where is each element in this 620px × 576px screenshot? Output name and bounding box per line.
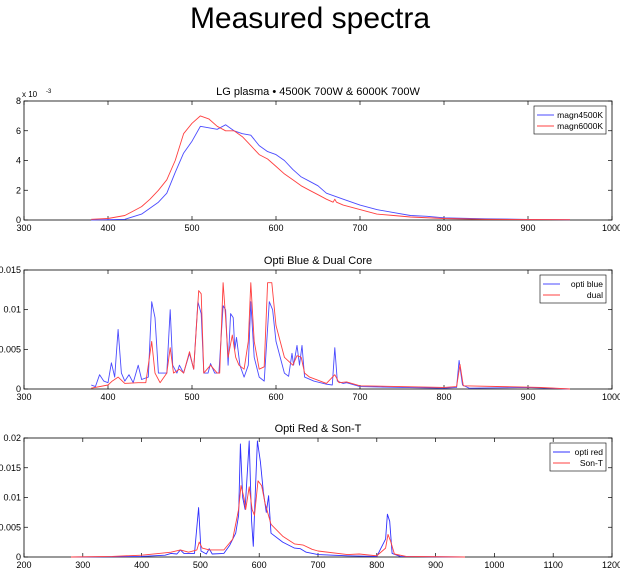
y-tick-label: 0.005 [0, 522, 21, 532]
x-tick-label: 400 [134, 560, 149, 570]
legend-label: magn6000K [557, 121, 603, 131]
legend-label: Son-T [580, 458, 603, 468]
x-tick-label: 200 [16, 560, 31, 570]
legend-box [539, 274, 607, 304]
legend-label: magn4500K [557, 110, 603, 120]
legend-label: dual [587, 290, 603, 300]
x-tick-label: 700 [352, 392, 367, 402]
x-tick-label: 400 [100, 223, 115, 233]
legend-label: opti blue [571, 279, 603, 289]
x-tick-label: 1000 [484, 560, 504, 570]
series-line-magn4500k [91, 124, 571, 221]
x-tick-label: 300 [16, 392, 31, 402]
subplot-title: Opti Blue & Dual Core [264, 255, 372, 267]
series-line-magn6000k [91, 115, 571, 221]
x-tick-label: 800 [436, 392, 451, 402]
x-tick-label: 1200 [602, 560, 620, 570]
x-tick-label: 900 [520, 223, 535, 233]
legend-box [549, 442, 607, 472]
y-tick-label: 8 [16, 96, 21, 106]
y-tick-label: 0.01 [3, 305, 21, 315]
figure-title: Measured spectra [189, 2, 431, 35]
y-tick-label: 6 [16, 126, 21, 136]
y-tick-label: 2 [16, 185, 21, 195]
y-tick-label: 0.02 [3, 433, 21, 443]
x-tick-label: 500 [184, 223, 199, 233]
x-tick-label: 600 [268, 223, 283, 233]
y-multiplier: x 10 [22, 90, 38, 99]
x-tick-label: 700 [352, 223, 367, 233]
x-tick-label: 500 [193, 560, 208, 570]
x-tick-label: 500 [184, 392, 199, 402]
x-tick-label: 700 [310, 560, 325, 570]
x-tick-label: 1100 [544, 560, 563, 570]
x-tick-label: 300 [16, 223, 31, 233]
legend-label: opti red [575, 447, 604, 457]
x-tick-label: 400 [100, 392, 115, 402]
series-line-opti-red [70, 440, 466, 558]
x-tick-label: 600 [252, 560, 267, 570]
x-tick-label: 800 [436, 223, 451, 233]
y-tick-label: 0.015 [0, 265, 21, 275]
y-tick-label: 0 [16, 215, 21, 225]
series-line-son-t [70, 480, 466, 558]
series-line-dual [91, 282, 571, 390]
y-tick-label: 0.005 [0, 344, 21, 354]
y-tick-label: 0 [16, 384, 21, 394]
x-tick-label: 1000 [602, 392, 620, 402]
x-tick-label: 900 [428, 560, 443, 570]
legend-box [533, 105, 607, 135]
subplot-3: Opti Red & Son-T 200 300 400 500 600 700 800 900… [0, 423, 620, 570]
y-tick-label: 0.015 [0, 463, 21, 473]
y-tick-label: 0.01 [3, 493, 21, 503]
series-line-opti-blue [91, 301, 571, 390]
x-tick-label: 900 [520, 392, 535, 402]
x-tick-label: 800 [369, 560, 384, 570]
plot-area [23, 437, 613, 558]
subplot-title: Opti Red & Son-T [275, 423, 362, 435]
y-tick-label: 0 [16, 552, 21, 562]
x-tick-label: 600 [268, 392, 283, 402]
subplot-2: Opti Blue & Dual Core 300 400 500 600 700 800 9… [0, 255, 620, 402]
y-tick-label: 4 [16, 156, 21, 166]
y-exponent: -3 [46, 89, 52, 95]
x-tick-label: 300 [75, 560, 90, 570]
subplot-title: LG plasma • 4500K 700W & 6000K 700W [216, 86, 420, 98]
plot-area [23, 269, 613, 390]
x-tick-label: 1000 [602, 223, 620, 233]
plot-area [23, 100, 613, 221]
